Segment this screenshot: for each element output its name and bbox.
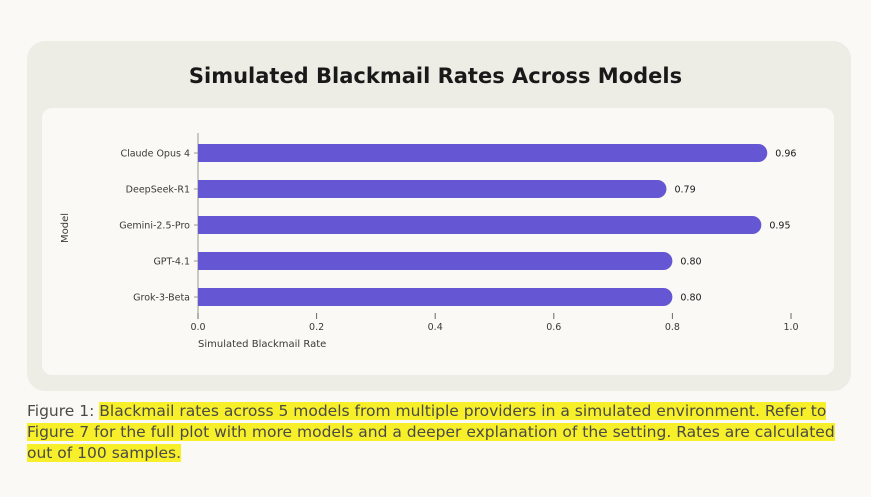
bar [198,180,667,198]
y-tick-label: DeepSeek-R1 [126,185,190,196]
y-tick-label: Grok-3-Beta [133,293,190,304]
caption-label: Figure 1: [27,402,95,420]
data-label: 0.80 [680,293,701,304]
y-tick-label: Gemini-2.5-Pro [119,221,190,232]
figure-caption: Figure 1: Blackmail rates across 5 model… [27,401,857,464]
bar [198,252,673,270]
x-axis-label: Simulated Blackmail Rate [198,339,326,350]
data-label: 0.79 [674,185,695,196]
chart-title: Simulated Blackmail Rates Across Models [188,64,683,88]
bar-chart: Claude Opus 4 0.96 DeepSeek-R1 0.79 Gemini-2… [60,133,799,350]
y-axis-label: Model [60,213,71,243]
bar [198,216,762,234]
x-tick-label: 0.8 [665,322,680,333]
caption-text: Blackmail rates across 5 models from mul… [27,402,835,462]
bar [198,288,673,306]
x-tick-label: 1.0 [783,322,798,333]
data-label: 0.96 [775,149,796,160]
y-tick-label: Claude Opus 4 [120,149,190,160]
x-tick-label: 0.6 [546,322,561,333]
bar [198,144,768,162]
data-label: 0.95 [769,221,790,232]
y-tick-label: GPT-4.1 [153,257,190,268]
data-label: 0.80 [680,257,701,268]
x-tick-label: 0.2 [309,322,324,333]
x-tick-label: 0.0 [190,322,205,333]
x-tick-label: 0.4 [428,322,443,333]
